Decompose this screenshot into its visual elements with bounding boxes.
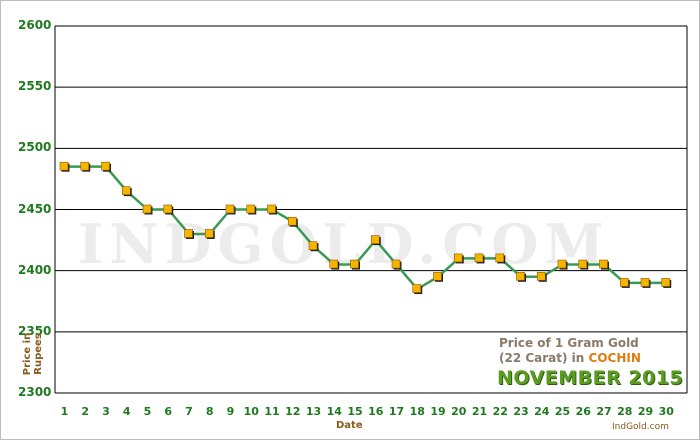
data-point [101,161,111,172]
data-point [329,259,340,270]
x-tick-label: 4 [122,405,131,418]
x-tick-label: 10 [243,405,259,418]
x-tick-label: 3 [102,405,110,418]
y-tick-label: 2350 [18,323,52,338]
x-tick-label: 18 [409,405,425,418]
data-point [599,259,609,270]
y-tick-label: 2500 [18,140,52,155]
x-tick-label: 26 [575,405,591,418]
data-point [204,229,215,239]
x-tick-label: 1 [60,405,69,418]
x-tick-label: 14 [326,405,342,418]
x-tick-label: 27 [596,405,612,418]
data-point [59,161,70,172]
data-point [536,271,547,282]
data-point [121,186,132,197]
x-tick-label: 28 [617,405,633,418]
data-point [433,271,443,282]
x-tick-label: 16 [368,405,384,418]
x-tick-label: 8 [205,405,214,418]
caption-period: NOVEMBER 2015 [497,367,684,389]
caption-carat: (22 Carat) in [499,351,585,365]
x-tick-label: 23 [513,405,529,418]
data-point [80,161,91,172]
x-tick-label: 11 [264,405,280,418]
data-point [267,204,277,215]
x-tick-label: 25 [554,405,571,418]
x-tick-label: 17 [388,405,405,418]
data-point [370,235,381,246]
caption-line-2: (22 Carat) in COCHIN [499,351,641,365]
data-point [246,204,257,215]
data-point [578,259,589,270]
data-point [287,216,298,227]
data-point [661,278,672,288]
x-tick-label: 12 [285,405,301,418]
data-point [495,253,506,264]
x-tick-label: 5 [143,405,152,418]
data-point [184,229,194,239]
x-tick-label: 7 [185,405,193,418]
x-tick-label: 29 [637,405,654,418]
x-tick-label: 9 [226,405,235,418]
x-tick-label: 24 [534,405,550,418]
y-tick-label: 2400 [18,262,52,277]
y-axis-title: Price in Rupees [22,332,44,376]
y-tick-label: 2450 [18,201,52,216]
data-point [516,271,526,282]
y-tick-label: 2550 [18,79,52,94]
site-credit: IndGold.com [612,422,669,432]
data-point [350,259,360,270]
y-tick-label: 2300 [18,385,52,399]
x-axis-title: Date [336,420,363,431]
data-point [163,204,174,215]
data-point [640,278,651,288]
data-point [474,253,485,264]
caption-city: COCHIN [588,351,641,365]
x-tick-label: 21 [471,405,488,418]
x-tick-label: 13 [305,405,322,418]
data-point [557,259,568,270]
x-tick-label: 30 [658,405,674,418]
x-tick-label: 2 [81,405,90,418]
x-tick-label: 20 [451,405,467,418]
data-point [308,241,319,252]
data-point [412,284,423,295]
data-point [453,253,464,264]
x-tick-label: 19 [430,405,446,418]
data-point [391,259,402,270]
x-tick-label: 22 [492,405,508,418]
data-point [225,204,236,215]
caption-line-1: Price of 1 Gram Gold [499,336,639,350]
x-tick-label: 6 [164,405,173,418]
data-point [619,278,630,288]
x-tick-label: 15 [347,405,363,418]
y-tick-label: 2600 [18,18,52,32]
data-point [142,204,153,215]
